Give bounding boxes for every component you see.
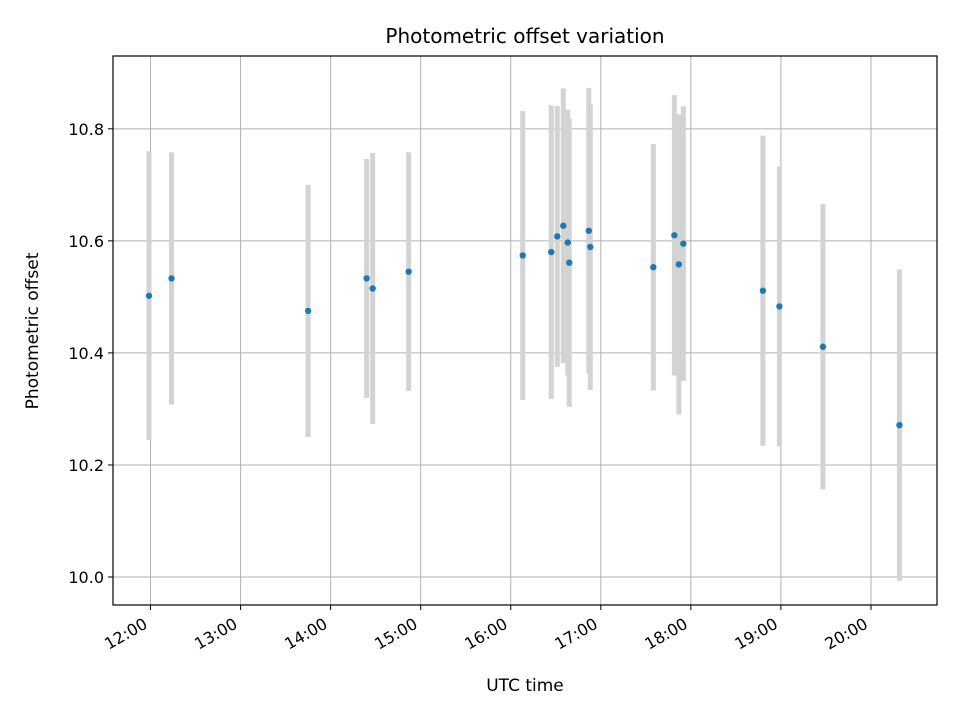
data-point [675, 261, 683, 268]
data-point [554, 233, 561, 240]
y-tick-label: 10.8 [68, 120, 104, 139]
chart-title: Photometric offset variation [385, 24, 664, 48]
data-point [680, 240, 687, 247]
data-point [405, 268, 412, 275]
y-tick-label: 10.6 [68, 232, 104, 251]
y-axis-label: Photometric offset [23, 252, 43, 409]
data-point [548, 248, 555, 256]
data-point [564, 239, 571, 246]
data-point [369, 285, 376, 292]
plot-frame [112, 55, 938, 606]
data-point [585, 227, 592, 234]
data-point [168, 275, 175, 282]
y-tick-label: 10.4 [68, 344, 104, 363]
y-tick-label: 10.2 [68, 456, 104, 475]
y-tick-label: 10.0 [68, 568, 104, 587]
y-axis: 10.0 10.2 10.4 10.6 10.8 [68, 120, 113, 587]
data-point [759, 287, 767, 294]
data-point [587, 243, 594, 251]
data-point [566, 259, 573, 266]
data-point [776, 303, 783, 310]
data-point [519, 252, 526, 259]
x-axis-label: UTC time [486, 676, 564, 696]
data-point [145, 292, 153, 299]
data-point [304, 307, 312, 315]
data-point [671, 232, 678, 239]
data-point [363, 275, 370, 282]
data-point [819, 343, 827, 350]
data-point [896, 421, 903, 429]
data-points [145, 222, 903, 429]
data-point [560, 222, 567, 229]
data-point [650, 263, 657, 271]
